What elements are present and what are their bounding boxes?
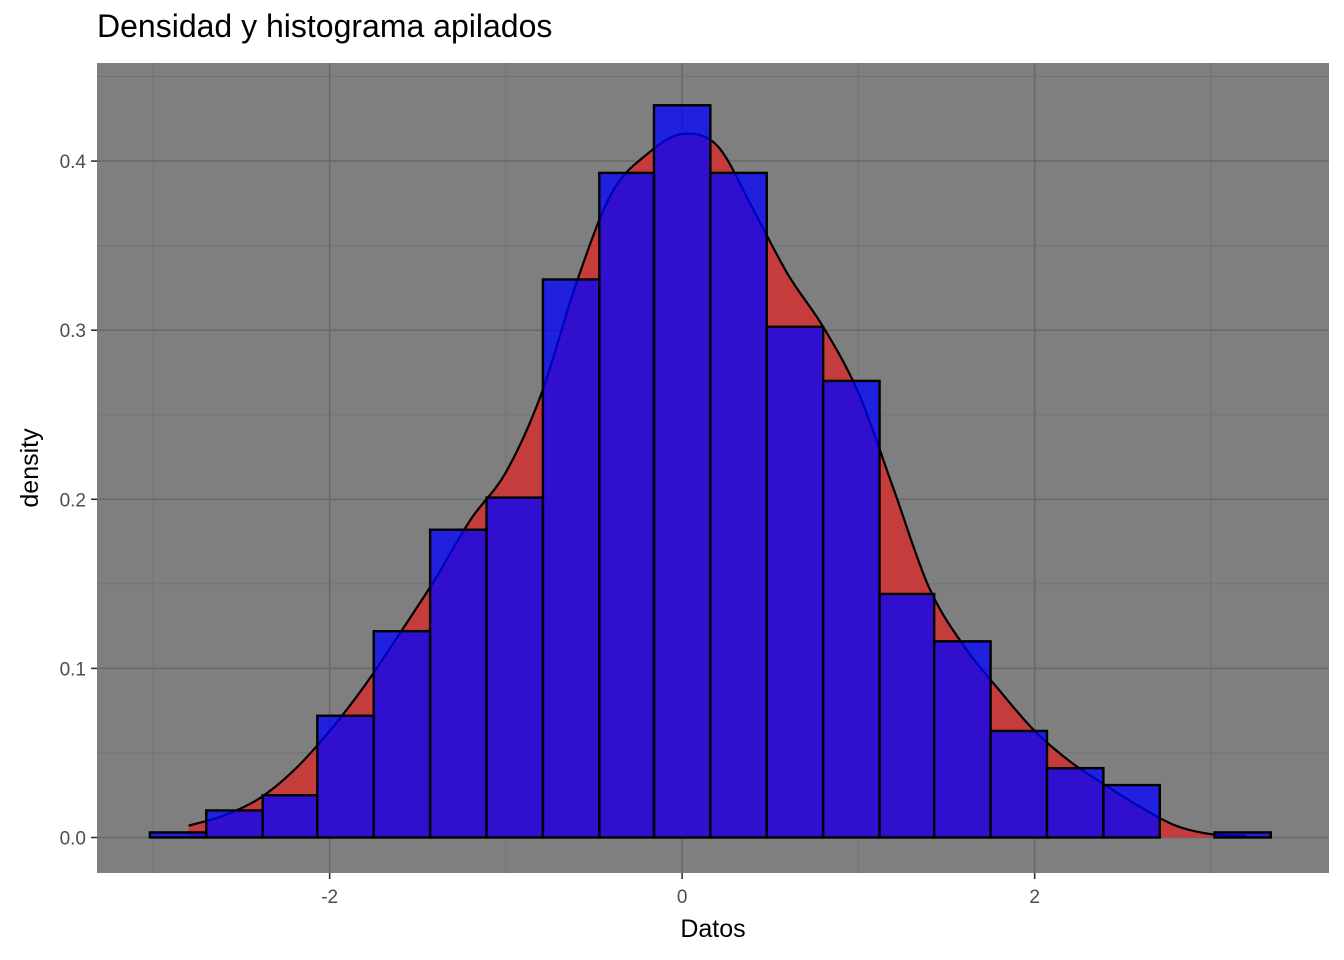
- histogram-bar: [372, 629, 432, 839]
- x-tick-label: 2: [1029, 887, 1040, 908]
- histogram-bar: [932, 640, 992, 839]
- histogram-bar: [598, 171, 656, 839]
- histogram-bar: [428, 528, 488, 839]
- histogram-bar: [1045, 766, 1105, 839]
- histogram-bar: [989, 729, 1049, 839]
- x-axis-title: Datos: [680, 915, 745, 943]
- y-tick-label: 0.1: [60, 659, 86, 680]
- y-axis: 0.0 0.1 0.2 0.3 0.4: [60, 152, 97, 849]
- x-axis: -2 0 2: [321, 873, 1040, 908]
- histogram-bar: [1213, 831, 1273, 839]
- y-tick-label: 0.4: [60, 152, 87, 173]
- y-tick-label: 0.2: [60, 490, 86, 511]
- histogram-bar: [485, 496, 545, 839]
- histogram-layer: [148, 104, 1273, 839]
- y-axis-title: density: [16, 428, 44, 508]
- histogram-bar: [541, 278, 601, 839]
- histogram-bar: [148, 831, 208, 839]
- histogram-bar: [316, 714, 375, 839]
- x-tick-label: 0: [677, 887, 688, 908]
- chart-title: Densidad y histograma apilados: [97, 8, 553, 44]
- histogram-bar: [1102, 783, 1161, 839]
- histogram-bar: [821, 379, 881, 839]
- histogram-bar: [878, 592, 936, 839]
- x-tick-label: -2: [321, 887, 338, 908]
- histogram-bar: [765, 325, 825, 839]
- histogram-bar: [709, 171, 768, 839]
- histogram-bar: [205, 809, 264, 839]
- y-tick-label: 0.3: [60, 321, 86, 342]
- y-tick-label: 0.0: [60, 828, 86, 849]
- histogram-bar: [261, 794, 319, 839]
- histogram-bar: [652, 104, 712, 839]
